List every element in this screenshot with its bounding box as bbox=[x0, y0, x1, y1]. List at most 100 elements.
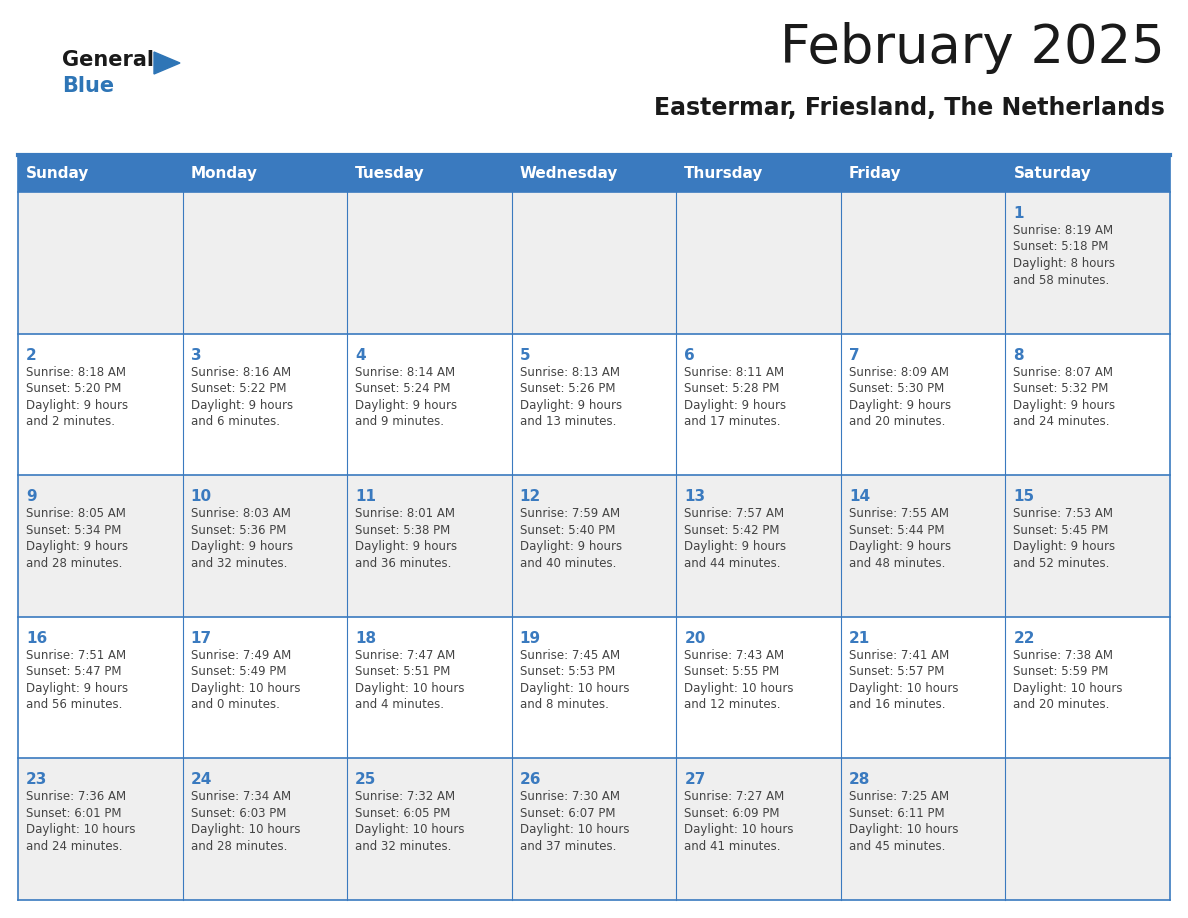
Bar bbox=[347, 758, 512, 900]
Bar bbox=[841, 758, 1005, 900]
Text: and 9 minutes.: and 9 minutes. bbox=[355, 415, 444, 428]
Text: and 24 minutes.: and 24 minutes. bbox=[26, 840, 122, 853]
Text: Sunrise: 8:05 AM: Sunrise: 8:05 AM bbox=[26, 508, 126, 521]
Text: and 20 minutes.: and 20 minutes. bbox=[1013, 699, 1110, 711]
Text: and 12 minutes.: and 12 minutes. bbox=[684, 699, 781, 711]
Text: Daylight: 9 hours: Daylight: 9 hours bbox=[519, 398, 621, 411]
Bar bbox=[512, 155, 676, 192]
Bar bbox=[512, 192, 676, 333]
Bar bbox=[1005, 617, 1170, 758]
Text: Sunrise: 7:43 AM: Sunrise: 7:43 AM bbox=[684, 649, 784, 662]
Text: Sunset: 5:49 PM: Sunset: 5:49 PM bbox=[190, 666, 286, 678]
Text: and 32 minutes.: and 32 minutes. bbox=[355, 840, 451, 853]
Text: Sunset: 6:07 PM: Sunset: 6:07 PM bbox=[519, 807, 615, 820]
Text: Daylight: 9 hours: Daylight: 9 hours bbox=[355, 398, 457, 411]
Text: 2: 2 bbox=[26, 348, 37, 363]
Text: 8: 8 bbox=[1013, 348, 1024, 363]
Text: Sunset: 5:53 PM: Sunset: 5:53 PM bbox=[519, 666, 615, 678]
Text: Daylight: 10 hours: Daylight: 10 hours bbox=[1013, 682, 1123, 695]
Text: and 24 minutes.: and 24 minutes. bbox=[1013, 415, 1110, 428]
Text: Daylight: 9 hours: Daylight: 9 hours bbox=[849, 398, 950, 411]
Bar bbox=[841, 192, 1005, 333]
Bar bbox=[18, 476, 183, 617]
Text: Sunrise: 7:32 AM: Sunrise: 7:32 AM bbox=[355, 790, 455, 803]
Bar bbox=[18, 192, 183, 333]
Text: 15: 15 bbox=[1013, 489, 1035, 504]
Text: February 2025: February 2025 bbox=[781, 22, 1165, 74]
Text: Sunset: 5:30 PM: Sunset: 5:30 PM bbox=[849, 382, 944, 395]
Text: 21: 21 bbox=[849, 631, 870, 645]
Text: Daylight: 9 hours: Daylight: 9 hours bbox=[26, 540, 128, 554]
Bar bbox=[1005, 476, 1170, 617]
Bar bbox=[183, 155, 347, 192]
Text: 20: 20 bbox=[684, 631, 706, 645]
Text: Sunrise: 7:51 AM: Sunrise: 7:51 AM bbox=[26, 649, 126, 662]
Text: Sunrise: 8:19 AM: Sunrise: 8:19 AM bbox=[1013, 224, 1113, 237]
Text: 1: 1 bbox=[1013, 206, 1024, 221]
Text: Sunset: 5:28 PM: Sunset: 5:28 PM bbox=[684, 382, 779, 395]
Text: Sunrise: 7:59 AM: Sunrise: 7:59 AM bbox=[519, 508, 620, 521]
Bar bbox=[18, 333, 183, 476]
Text: Daylight: 9 hours: Daylight: 9 hours bbox=[849, 540, 950, 554]
Text: Sunset: 5:18 PM: Sunset: 5:18 PM bbox=[1013, 241, 1108, 253]
Text: and 32 minutes.: and 32 minutes. bbox=[190, 556, 287, 570]
Text: 11: 11 bbox=[355, 489, 377, 504]
Bar bbox=[183, 758, 347, 900]
Text: Sunrise: 7:36 AM: Sunrise: 7:36 AM bbox=[26, 790, 126, 803]
Text: Sunrise: 8:13 AM: Sunrise: 8:13 AM bbox=[519, 365, 620, 378]
Text: and 17 minutes.: and 17 minutes. bbox=[684, 415, 781, 428]
Text: Sunrise: 8:16 AM: Sunrise: 8:16 AM bbox=[190, 365, 291, 378]
Bar bbox=[676, 758, 841, 900]
Text: Wednesday: Wednesday bbox=[519, 166, 618, 181]
Text: and 13 minutes.: and 13 minutes. bbox=[519, 415, 617, 428]
Text: Daylight: 9 hours: Daylight: 9 hours bbox=[684, 540, 786, 554]
Text: Sunset: 5:20 PM: Sunset: 5:20 PM bbox=[26, 382, 121, 395]
Text: Sunrise: 8:14 AM: Sunrise: 8:14 AM bbox=[355, 365, 455, 378]
Text: and 16 minutes.: and 16 minutes. bbox=[849, 699, 946, 711]
Text: and 28 minutes.: and 28 minutes. bbox=[190, 840, 287, 853]
Text: Sunset: 5:45 PM: Sunset: 5:45 PM bbox=[1013, 523, 1108, 537]
Bar bbox=[841, 617, 1005, 758]
Text: Daylight: 9 hours: Daylight: 9 hours bbox=[26, 682, 128, 695]
Bar bbox=[18, 155, 183, 192]
Text: Sunrise: 7:41 AM: Sunrise: 7:41 AM bbox=[849, 649, 949, 662]
Text: Sunset: 5:32 PM: Sunset: 5:32 PM bbox=[1013, 382, 1108, 395]
Text: Daylight: 9 hours: Daylight: 9 hours bbox=[1013, 540, 1116, 554]
Polygon shape bbox=[154, 52, 181, 74]
Text: 18: 18 bbox=[355, 631, 377, 645]
Text: Sunset: 6:01 PM: Sunset: 6:01 PM bbox=[26, 807, 121, 820]
Text: 12: 12 bbox=[519, 489, 541, 504]
Bar bbox=[183, 192, 347, 333]
Text: Friday: Friday bbox=[849, 166, 902, 181]
Bar bbox=[183, 617, 347, 758]
Text: General: General bbox=[62, 50, 154, 70]
Text: Sunrise: 8:07 AM: Sunrise: 8:07 AM bbox=[1013, 365, 1113, 378]
Text: Sunrise: 8:09 AM: Sunrise: 8:09 AM bbox=[849, 365, 949, 378]
Text: Daylight: 10 hours: Daylight: 10 hours bbox=[190, 823, 301, 836]
Bar bbox=[1005, 192, 1170, 333]
Text: Sunset: 5:24 PM: Sunset: 5:24 PM bbox=[355, 382, 450, 395]
Bar bbox=[512, 617, 676, 758]
Text: 5: 5 bbox=[519, 348, 530, 363]
Text: Sunrise: 8:01 AM: Sunrise: 8:01 AM bbox=[355, 508, 455, 521]
Text: and 45 minutes.: and 45 minutes. bbox=[849, 840, 946, 853]
Text: Sunset: 5:36 PM: Sunset: 5:36 PM bbox=[190, 523, 286, 537]
Text: Sunset: 5:26 PM: Sunset: 5:26 PM bbox=[519, 382, 615, 395]
Bar bbox=[841, 333, 1005, 476]
Text: and 44 minutes.: and 44 minutes. bbox=[684, 556, 781, 570]
Text: Sunrise: 7:53 AM: Sunrise: 7:53 AM bbox=[1013, 508, 1113, 521]
Text: 4: 4 bbox=[355, 348, 366, 363]
Text: Saturday: Saturday bbox=[1013, 166, 1092, 181]
Text: Sunrise: 7:27 AM: Sunrise: 7:27 AM bbox=[684, 790, 784, 803]
Text: Daylight: 9 hours: Daylight: 9 hours bbox=[26, 398, 128, 411]
Text: and 4 minutes.: and 4 minutes. bbox=[355, 699, 444, 711]
Text: and 52 minutes.: and 52 minutes. bbox=[1013, 556, 1110, 570]
Text: Sunset: 6:09 PM: Sunset: 6:09 PM bbox=[684, 807, 779, 820]
Text: 19: 19 bbox=[519, 631, 541, 645]
Text: and 58 minutes.: and 58 minutes. bbox=[1013, 274, 1110, 286]
Text: and 40 minutes.: and 40 minutes. bbox=[519, 556, 617, 570]
Text: Daylight: 8 hours: Daylight: 8 hours bbox=[1013, 257, 1116, 270]
Text: Sunrise: 7:25 AM: Sunrise: 7:25 AM bbox=[849, 790, 949, 803]
Text: Daylight: 10 hours: Daylight: 10 hours bbox=[684, 682, 794, 695]
Text: and 36 minutes.: and 36 minutes. bbox=[355, 556, 451, 570]
